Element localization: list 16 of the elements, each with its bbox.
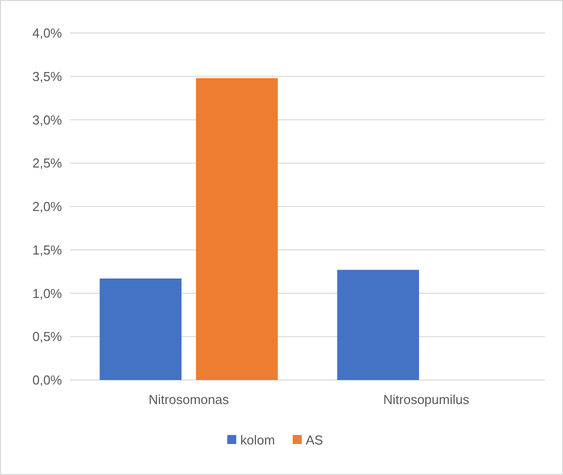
y-tick-label: 1,5%: [32, 242, 62, 258]
bar: [100, 278, 182, 380]
y-tick-label: 3,0%: [32, 112, 62, 128]
x-tick-label: Nitrosopumilus: [383, 392, 470, 407]
legend-label: AS: [306, 432, 324, 448]
y-tick-label: 3,5%: [32, 68, 62, 84]
bar: [337, 270, 420, 380]
legend-label: kolom: [240, 432, 275, 448]
y-tick-label: 0,5%: [32, 329, 62, 344]
y-tick-label: 0,0%: [32, 372, 62, 388]
y-tick-label: 2,5%: [32, 156, 62, 171]
y-tick-label: 2,0%: [32, 199, 62, 214]
bar: [196, 78, 278, 380]
x-tick-label: Nitrosomonas: [148, 392, 230, 407]
y-tick-label: 4,0%: [32, 26, 62, 41]
y-tick-label: 1,0%: [32, 286, 62, 301]
